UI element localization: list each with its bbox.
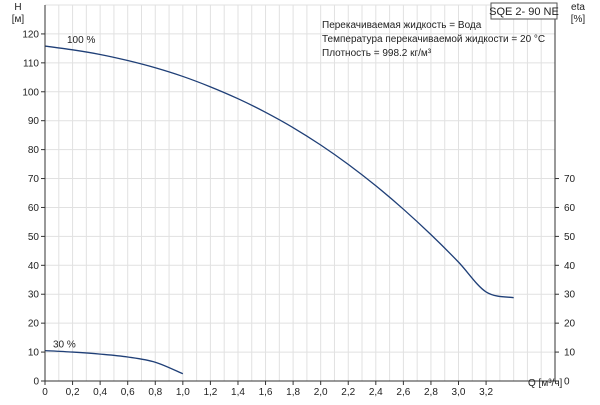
y-left-tick-label: 30	[28, 290, 40, 301]
curve-100-percent-label: 100 %	[67, 35, 95, 46]
y-right-tick-label: 50	[564, 232, 576, 243]
x-tick-label: 0,2	[66, 387, 80, 398]
x-tick-label: 2,4	[369, 387, 383, 398]
y-left-tick-label: 120	[22, 29, 39, 40]
annotations: H [м] eta [%] Q [м³/ч] SQE 2- 90 NE Пере…	[12, 2, 586, 389]
x-tick-label: 1,8	[286, 387, 300, 398]
curve-series: 100 % 30 %	[44, 35, 514, 375]
x-tick-label: 2,8	[424, 387, 438, 398]
y-left-tick-label: 110	[23, 58, 39, 69]
y-right-tick-label: 0	[564, 377, 570, 388]
y-right-tick-label: 60	[564, 203, 576, 214]
y-left-tick-label: 100	[22, 87, 39, 98]
curve-100-percent	[44, 45, 514, 299]
x-tick-label: 2,0	[314, 387, 328, 398]
x-tick-label: 0,6	[121, 387, 135, 398]
y-right-tick-label: 40	[564, 261, 576, 272]
curve-30-percent-label: 30 %	[53, 340, 76, 351]
model-label-box	[490, 2, 558, 20]
x-tick-label: 3,2	[479, 387, 493, 398]
y-right-tick-label: 70	[564, 174, 576, 185]
y-right-tick-label: 20	[564, 319, 576, 330]
x-tick-label: 1,0	[176, 387, 190, 398]
y-left-tick-label: 70	[28, 174, 40, 185]
grid-lines	[44, 4, 556, 382]
x-tick-label: 2,6	[396, 387, 410, 398]
info-line-1: Перекачиваемая жидкость = Вода	[322, 20, 482, 31]
y-left-tick-label: 50	[28, 232, 40, 243]
y-left-tick-label: 0	[33, 377, 39, 388]
model-label: SQE 2- 90 NE	[489, 6, 559, 18]
x-tick-label: 3,0	[452, 387, 466, 398]
x-tick-label: 1,6	[259, 387, 273, 398]
info-line-2: Температура перекачиваемой жидкости = 20…	[322, 34, 545, 45]
tick-labels: 0 10 20 30 40 50 60 70 80 90 100 110 120 0 10 20 30 40 50 6…	[22, 29, 575, 398]
y-left-symbol: H	[14, 2, 21, 13]
x-tick-label: 0,8	[148, 387, 162, 398]
y-left-tick-label: 60	[28, 203, 40, 214]
plot-background	[45, 5, 555, 381]
x-tick-label: 1,4	[231, 387, 245, 398]
x-tick-label: 0,4	[93, 387, 107, 398]
curve-30-percent	[44, 349, 184, 375]
x-tick-label: 1,2	[203, 387, 217, 398]
y-left-unit: [м]	[12, 14, 25, 25]
info-line-3: Плотность = 998.2 кг/м³	[322, 48, 432, 59]
y-right-unit: [%]	[571, 14, 586, 25]
y-left-tick-label: 10	[28, 348, 40, 359]
x-tick-label: 2,2	[341, 387, 355, 398]
y-right-tick-label: 30	[564, 290, 576, 301]
y-right-symbol: eta	[571, 2, 585, 13]
y-left-tick-label: 40	[28, 261, 40, 272]
y-left-tick-label: 80	[28, 145, 40, 156]
y-left-tick-label: 20	[28, 319, 40, 330]
x-tick-label: 0	[42, 387, 48, 398]
axes	[44, 5, 556, 382]
y-left-tick-label: 90	[28, 116, 40, 127]
y-right-tick-label: 10	[564, 348, 576, 359]
x-axis-label: Q [м³/ч]	[528, 378, 563, 389]
